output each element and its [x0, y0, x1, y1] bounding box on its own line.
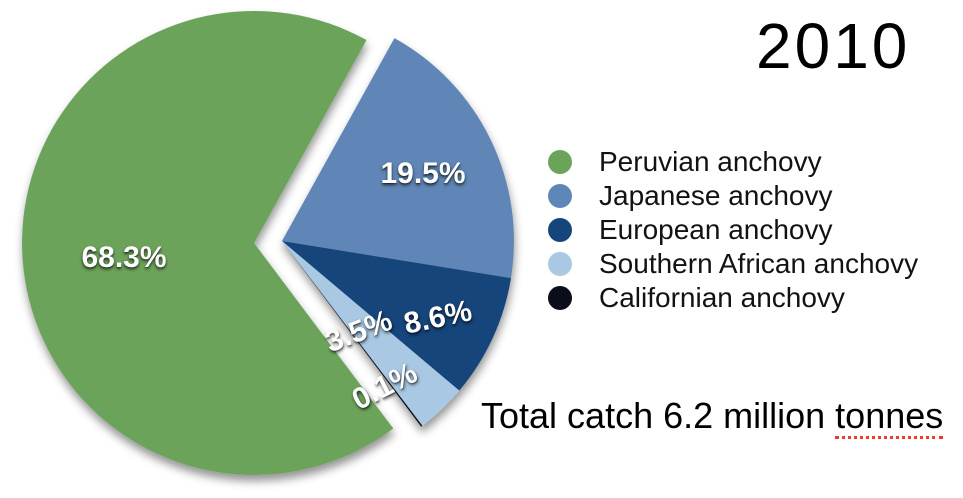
slice-label-japanese: 19.5%	[380, 157, 466, 190]
legend-item-peruvian: Peruvian anchovy	[548, 145, 918, 179]
pie-slice-european	[281, 241, 511, 391]
legend-item-european: European anchovy	[548, 213, 918, 247]
legend-item-californian: Californian anchovy	[548, 281, 918, 315]
pie-slice-peruvian	[22, 10, 394, 475]
pie-slice-southern-african	[281, 241, 460, 426]
legend-label-japanese: Japanese anchovy	[599, 180, 833, 211]
pie-slice-californian	[281, 241, 423, 427]
legend-dot-japanese	[548, 184, 572, 208]
legend-label-southern-african: Southern African anchovy	[599, 248, 919, 279]
chart-title: 2010	[756, 10, 911, 82]
legend-dot-southern-african	[548, 252, 572, 276]
legend-item-japanese: Japanese anchovy	[548, 179, 918, 213]
legend-item-southern-african: Southern African anchovy	[548, 247, 918, 281]
legend-dot-peruvian	[548, 150, 572, 174]
legend-label-californian: Californian anchovy	[599, 282, 845, 313]
chart-legend: Peruvian anchovy Japanese anchovy Europe…	[548, 145, 918, 315]
total-catch-caption: Total catch 6.2 million tonnes	[481, 395, 944, 439]
slice-label-peruvian: 68.3%	[81, 241, 167, 274]
total-catch-text: Total catch 6.2 million	[481, 395, 836, 436]
legend-dot-californian	[548, 286, 572, 310]
legend-dot-european	[548, 218, 572, 242]
pie-slice-japanese	[281, 38, 514, 279]
pie-slice-group	[281, 38, 514, 427]
total-catch-unit-underlined: tonnes	[835, 395, 944, 439]
pie-slice-group	[22, 10, 394, 475]
legend-label-peruvian: Peruvian anchovy	[599, 146, 822, 177]
legend-label-european: European anchovy	[599, 214, 833, 245]
